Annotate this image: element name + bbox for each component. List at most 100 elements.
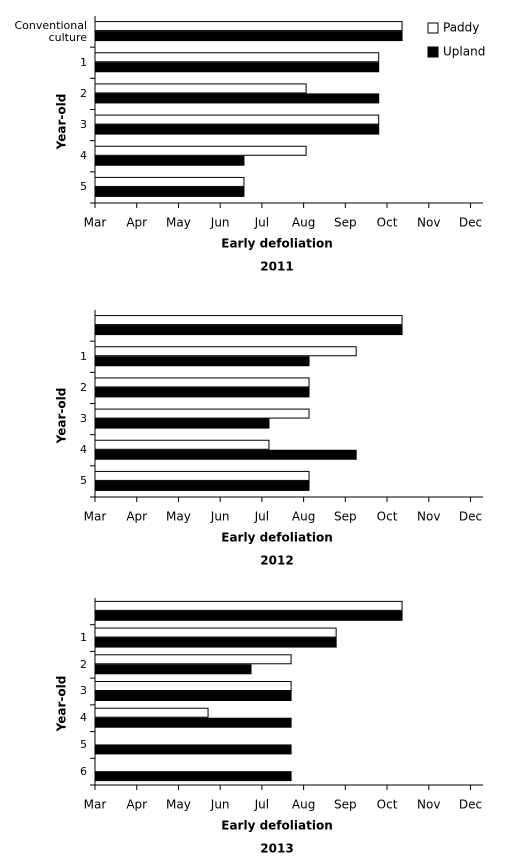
category-label: 2 [80,657,87,671]
bar [94,771,292,782]
x-tick-label: Aug [292,510,315,524]
y-axis-label: Year-old [55,94,69,151]
y-axis-label: Year-old [55,676,69,733]
bar [94,610,403,621]
x-tick-label: Sep [334,798,357,812]
category-label: 4 [80,443,87,457]
bar [94,664,252,675]
category-label: 2 [80,86,87,100]
x-tick-label: Dec [459,216,482,230]
legend-swatch [427,46,439,58]
x-tick-label: Jul [254,510,269,524]
category-text: 1 [80,631,87,645]
bar [94,691,292,701]
x-tick-label: Jul [254,798,269,812]
bar [94,707,209,718]
bar [94,418,270,429]
bar [94,83,307,94]
category-text: 4 [80,149,87,163]
x-tick-label: Sep [334,510,357,524]
x-axis-label: Early defoliation [221,237,332,251]
x-tick-label: Sep [334,216,357,230]
bar [94,325,403,336]
bar [94,114,380,125]
category-label: 5 [80,180,87,194]
bar [94,449,357,460]
x-tick-label: Aug [292,798,315,812]
bar [94,627,337,638]
x-tick-label: Jul [254,216,269,230]
bar [94,176,245,187]
chart-title: 2013 [260,842,293,856]
bar [94,62,380,73]
x-axis-label: Early defoliation [221,819,332,833]
bar [94,356,310,367]
category-text: Conventional culture [14,18,88,44]
x-tick-label: Oct [377,216,398,230]
y-axis-label: Year-old [55,388,69,445]
category-text: 4 [80,443,87,457]
bar [94,387,310,398]
bar [94,681,292,691]
x-tick-label: Aug [292,216,315,230]
x-tick-label: Apr [126,216,147,230]
category-text: 6 [80,764,87,778]
bar [94,315,403,326]
legend-swatch [427,22,439,34]
bar [94,145,307,156]
x-tick-label: Nov [417,510,440,524]
category-text: 3 [80,684,87,698]
category-text: 5 [80,737,87,751]
x-tick-label: Nov [417,798,440,812]
bar [94,93,380,104]
bar [94,408,310,419]
x-tick-label: Nov [417,216,440,230]
x-tick-label: Mar [84,216,107,230]
category-text: 2 [80,86,87,100]
category-text: 2 [80,657,87,671]
x-tick-label: Dec [459,510,482,524]
category-label: 3 [80,119,87,131]
bar [94,52,380,63]
category-label: 1 [80,349,87,363]
chart-title: 2011 [260,260,293,274]
bar [94,470,310,481]
bar [94,124,380,135]
category-label: 4 [80,711,87,725]
bar [94,346,357,357]
x-tick-label: Mar [84,510,107,524]
category-label: Conventional culture [14,18,88,44]
category-label: 1 [80,56,87,68]
bar [94,186,245,197]
bar [94,439,270,450]
x-tick-label: Apr [126,510,147,524]
category-text: 5 [80,180,87,194]
bar [94,480,310,491]
x-tick-label: Oct [377,798,398,812]
category-label: 3 [80,684,87,698]
bar [94,717,292,728]
x-tick-label: Jun [210,216,230,230]
x-tick-label: May [166,510,191,524]
category-label: 5 [80,737,87,751]
x-axis-label: Early defoliation [221,531,332,545]
bar [94,600,403,611]
bar [94,377,310,388]
category-label: 2 [80,380,87,394]
category-label: 1 [80,631,87,645]
category-text: 2 [80,380,87,394]
x-tick-label: May [166,798,191,812]
x-tick-label: May [166,216,191,230]
category-text: 4 [80,711,87,725]
category-label: 6 [80,764,87,778]
chart-title: 2012 [260,554,293,568]
category-label: 4 [80,149,87,163]
category-label: 5 [80,474,87,488]
bar [94,654,292,665]
bar [94,155,245,166]
x-tick-label: Dec [459,798,482,812]
category-text: 5 [80,474,87,488]
category-text: 1 [80,349,87,363]
x-tick-label: Jun [210,510,230,524]
